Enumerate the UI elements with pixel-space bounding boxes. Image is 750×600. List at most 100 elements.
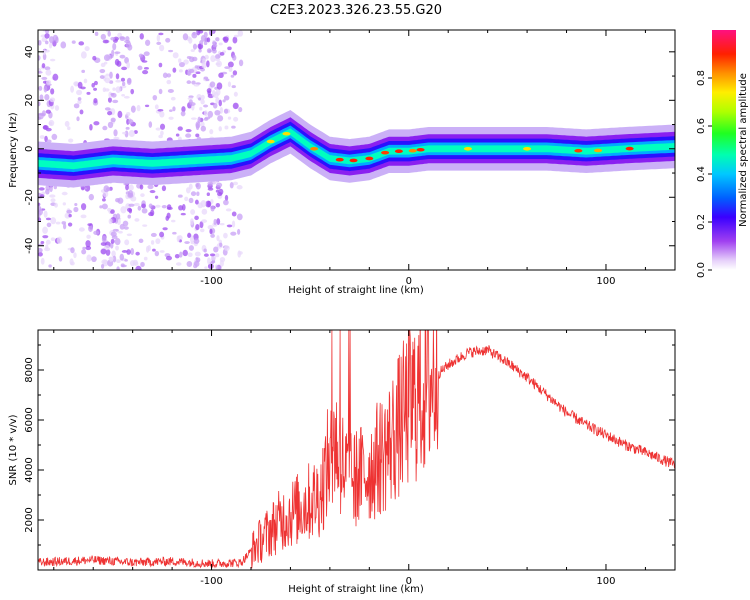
spectrogram-noise-cell [200, 200, 207, 208]
spectrogram-noise-cell [196, 191, 200, 196]
spectrogram-noise-cell [161, 205, 167, 209]
spectrogram-noise-cell [223, 108, 229, 114]
spectrogram-noise-cell [138, 238, 144, 244]
spectrogram-noise-cell [237, 250, 242, 258]
spectrogram-noise-cell [190, 218, 194, 226]
spectrogram-noise-cell [121, 85, 127, 89]
spectrogram-peak-cell [349, 158, 358, 163]
spectrogram-noise-cell [54, 105, 60, 111]
spectrogram-noise-cell [202, 58, 206, 65]
spectrogram-noise-cell [38, 208, 43, 215]
spectrogram-noise-cell [141, 208, 148, 214]
spectrogram-noise-cell [206, 88, 212, 94]
spectrogram-x-tick-label: 100 [596, 276, 615, 287]
spectrogram-noise-cell [187, 232, 192, 239]
spectrogram-noise-cell [154, 104, 159, 110]
spectrogram-noise-cell [130, 247, 135, 256]
spectrogram-noise-cell [62, 202, 66, 206]
spectrogram-noise-cell [201, 208, 208, 215]
spectrogram-noise-cell [188, 197, 194, 204]
spectrogram-y-tick-label: -20 [24, 189, 35, 205]
spectrogram-noise-cell [127, 77, 132, 84]
spectrogram-noise-cell [214, 54, 221, 60]
spectrogram-noise-cell [66, 209, 73, 214]
spectrogram-noise-cell [218, 72, 224, 79]
spectrogram-noise-cell [219, 242, 223, 248]
spectrogram-y-ticks: -40 -20 0 20 40 [24, 45, 675, 271]
spectrogram-noise-cell [148, 121, 153, 128]
spectrogram-noise-cell [233, 34, 239, 38]
spectrogram-noise-cell [215, 202, 221, 208]
spectrogram-noise-cell [152, 94, 158, 101]
spectrogram-noise-cell [120, 206, 127, 214]
spectrogram-noise-cell [214, 109, 221, 116]
spectrogram-noise-cell [38, 187, 45, 191]
spectrogram-noise-cell [121, 81, 126, 86]
spectrogram-noise-cell [209, 253, 216, 257]
spectrogram-noise-cell [203, 248, 207, 253]
spectrogram-noise-cell [178, 58, 182, 63]
spectrogram-noise-cell [94, 31, 99, 37]
spectrogram-noise-cell [93, 230, 100, 235]
spectrogram-noise-cell [83, 78, 88, 84]
spectrogram-noise-cell [168, 116, 174, 120]
spectrogram-noise-cell [219, 256, 226, 263]
spectrogram-noise-cell [43, 49, 50, 53]
spectrogram-noise-cell [237, 30, 244, 37]
spectrogram-noise-cell [224, 194, 229, 202]
spectrogram-noise-cell [232, 70, 238, 76]
spectrogram-noise-cell [82, 246, 87, 250]
spectrogram-noise-cell [51, 133, 58, 141]
spectrogram-noise-cell [93, 80, 98, 86]
spectrogram-noise-cell [44, 40, 49, 45]
spectrogram-noise-cell [194, 251, 201, 257]
spectrogram-noise-cell [218, 126, 222, 132]
spectrogram-noise-cell [177, 126, 183, 131]
spectrogram-noise-cell [215, 189, 220, 193]
spectrogram-noise-cell [168, 49, 174, 53]
spectrogram-noise-cell [215, 97, 220, 104]
spectrogram-noise-cell [222, 99, 226, 103]
spectrogram-y-tick-label: 40 [24, 45, 35, 58]
spectrogram-noise-cell [198, 97, 202, 101]
spectrogram-noise-cell [41, 110, 46, 117]
spectrogram-noise-cell [232, 102, 239, 110]
spectrogram-noise-cell [121, 66, 128, 71]
spectrogram-noise-cell [44, 33, 50, 39]
spectrogram-noise-cell [165, 255, 172, 261]
spectrogram-noise-cell [236, 185, 243, 190]
spectrogram-noise-cell [88, 224, 93, 232]
spectrogram-noise-cell [230, 231, 237, 236]
spectrogram-noise-cell [187, 70, 191, 76]
spectrogram-peak-cell [381, 150, 390, 155]
spectrogram-noise-cell [150, 240, 155, 245]
spectrogram-noise-cell [213, 102, 218, 109]
spectrogram-noise-cell [185, 187, 191, 194]
spectrogram-noise-cell [207, 263, 214, 270]
colorbar-tick-label: 0.6 [696, 118, 707, 134]
spectrogram-noise-cell [128, 203, 135, 207]
colorbar-ticks: 0.0 0.2 0.4 0.6 0.8 [696, 70, 712, 278]
spectrogram-noise-cell [80, 214, 87, 219]
spectrogram-noise-cell [91, 256, 97, 263]
spectrogram-noise-cell [177, 194, 183, 198]
spectrogram-noise-cell [200, 94, 205, 100]
spectrogram-noise-cell [39, 135, 45, 139]
spectrogram-noise-cell [186, 260, 193, 267]
spectrogram-noise-cell [140, 261, 145, 268]
spectrogram-noise-cell [38, 71, 43, 74]
spectrogram-noise-cell [158, 88, 163, 95]
spectrogram-noise-cell [48, 42, 53, 49]
spectrogram-noise-cell [48, 264, 52, 268]
spectrogram-noise-cell [42, 235, 49, 239]
spectrogram-noise-cell [198, 43, 202, 50]
spectrogram-noise-cell [107, 110, 113, 116]
spectrogram-noise-cell [216, 235, 220, 242]
spectrogram-noise-cell [80, 51, 87, 59]
spectrogram-heatmap [38, 30, 675, 270]
spectrogram-noise-cell [205, 78, 210, 82]
spectrogram-noise-cell [50, 237, 56, 242]
spectrogram-noise-cell [121, 250, 128, 253]
spectrogram-noise-cell [128, 208, 133, 214]
spectrogram-noise-cell [195, 133, 200, 138]
